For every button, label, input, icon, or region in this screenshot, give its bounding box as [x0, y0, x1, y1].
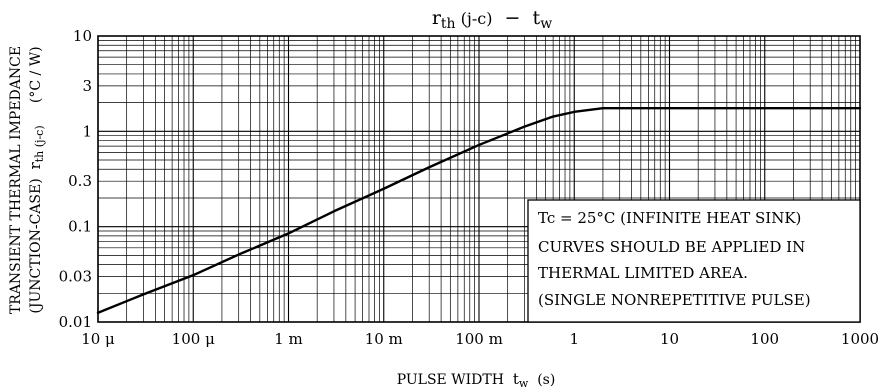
x-tick-labels: 10 μ 100 μ 1 m 10 m 100 m 1 10 100 1000	[81, 330, 879, 348]
y-axis-label-line-1: TRANSIENT THERMAL IMPEDANCE	[8, 46, 24, 314]
chart-title: rth (j-c) − tw	[432, 7, 552, 32]
y-tick-label: 0.03	[59, 268, 92, 286]
x-axis-label: PULSE WIDTH tw (s)	[397, 370, 556, 390]
annotation-line-1: Tc = 25°C (INFINITE HEAT SINK)	[538, 209, 801, 227]
y-tick-label: 3	[82, 77, 92, 95]
title-dash: −	[492, 7, 532, 29]
y-axis-label-var-subscript: th (j-c)	[33, 125, 46, 162]
y-tick-label: 10	[73, 27, 92, 45]
annotation-line-4: (SINGLE NONREPETITIVE PULSE)	[538, 291, 811, 309]
x-axis-label-var: t	[513, 370, 519, 388]
x-tick-label: 100 m	[455, 330, 503, 348]
x-tick-label: 1 m	[274, 330, 303, 348]
y-axis-label-var: r	[26, 161, 44, 169]
title-main-subscript: th	[441, 16, 456, 32]
y-tick-labels: 10 3 1 0.3 0.1 0.03 0.01	[59, 27, 92, 331]
title-var: t	[533, 7, 541, 29]
x-axis-label-text: PULSE WIDTH	[397, 372, 504, 388]
y-axis-label-line-2: (JUNCTION-CASE) rth (j-c) (°C / W)	[26, 46, 46, 313]
x-tick-label: 10	[660, 330, 679, 348]
annotation-line-3: THERMAL LIMITED AREA.	[538, 264, 748, 282]
y-axis-label-unit: (°C / W)	[28, 46, 44, 103]
annotation-box	[527, 199, 861, 323]
y-tick-label: 0.1	[68, 218, 92, 236]
annotation-line-2: CURVES SHOULD BE APPLIED IN	[538, 238, 805, 256]
x-axis-label-unit: (s)	[537, 372, 555, 388]
x-tick-label: 10 μ	[81, 330, 115, 348]
y-tick-label: 1	[82, 122, 92, 140]
x-tick-label: 1	[569, 330, 579, 348]
x-axis-label-var-subscript: w	[519, 377, 529, 390]
x-tick-label: 100	[750, 330, 779, 348]
x-tick-label: 100 μ	[172, 330, 215, 348]
plot-frame	[97, 35, 861, 323]
title-main: r	[432, 7, 442, 29]
x-tick-label: 1000	[841, 330, 879, 348]
y-tick-label: 0.01	[59, 313, 92, 331]
title-paren: (j-c)	[456, 9, 493, 28]
x-tick-label: 10 m	[365, 330, 403, 348]
y-axis-label-prefix: (JUNCTION-CASE)	[28, 178, 44, 313]
y-tick-label: 0.3	[68, 172, 92, 190]
series-line	[96, 106, 862, 314]
title-var-subscript: w	[540, 16, 552, 32]
